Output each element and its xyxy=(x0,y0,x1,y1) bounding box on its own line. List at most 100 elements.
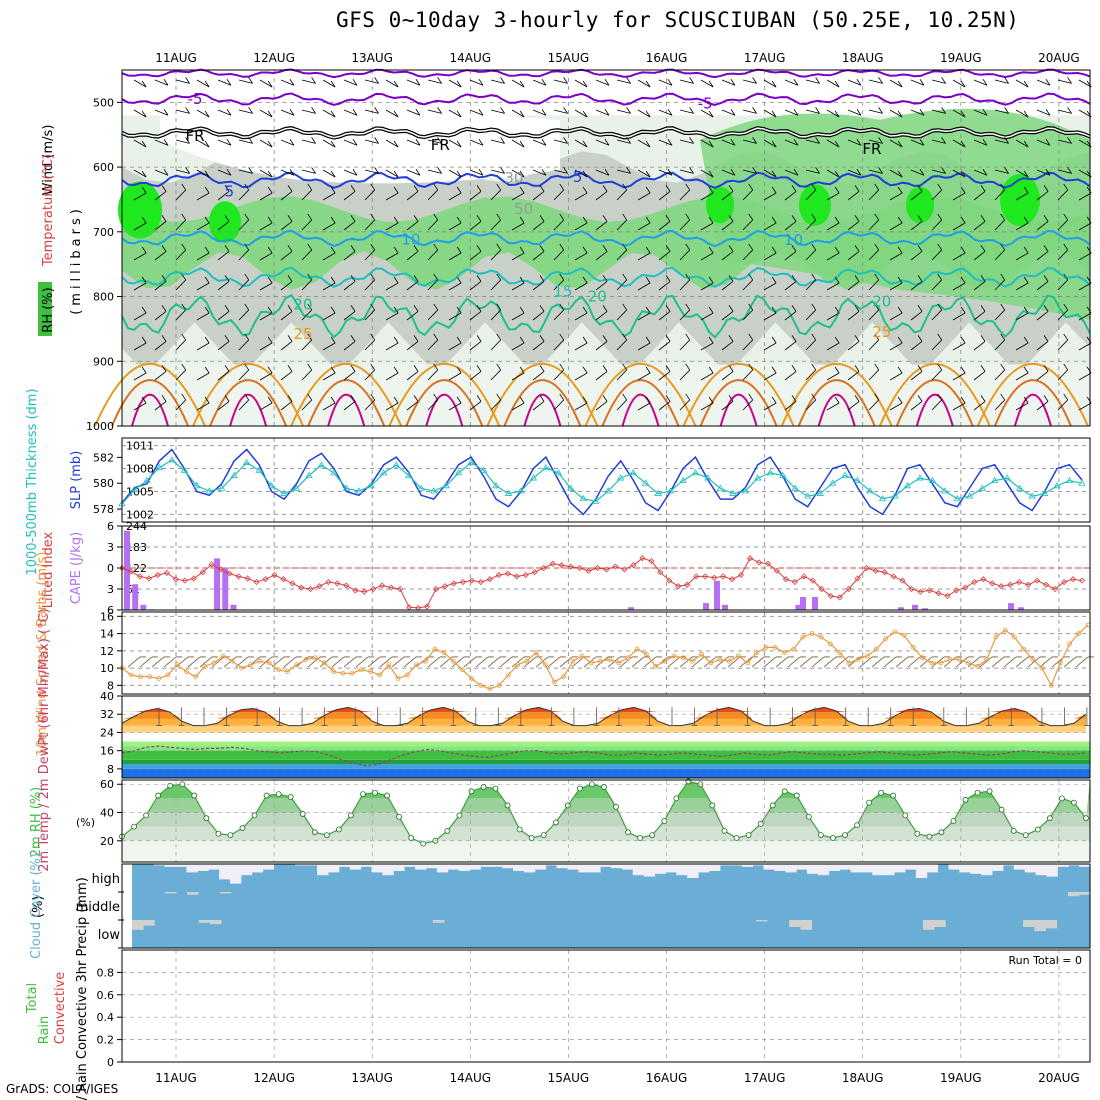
thickness-tick-label: 580 xyxy=(93,477,114,490)
wind-barb-flag xyxy=(224,245,230,252)
wind-barb-flag xyxy=(960,396,966,404)
rh-point xyxy=(323,832,330,839)
date-label-bottom: 19AUG xyxy=(940,1071,982,1085)
wind-barb-flag xyxy=(622,243,628,251)
wind-barb-flag xyxy=(539,365,545,372)
li-point xyxy=(343,582,350,589)
wind-barb xyxy=(406,169,421,176)
wind-barb xyxy=(826,79,840,88)
temp-tick-label: 8 xyxy=(107,763,114,776)
cloud-gap xyxy=(480,864,492,867)
wind-barb-flag xyxy=(244,333,250,341)
wind-barb xyxy=(1078,192,1092,201)
surface-wind-barb xyxy=(931,656,945,668)
wind-barb xyxy=(637,222,651,231)
wind-barb-flag xyxy=(791,275,797,282)
surface-wind-barb xyxy=(811,656,825,668)
wind-barb-flag xyxy=(728,245,734,252)
wind-barb xyxy=(385,192,399,201)
cloud-gap xyxy=(251,864,264,873)
wind-barb-flag xyxy=(496,363,502,371)
wind-barb xyxy=(637,342,651,351)
li-point xyxy=(621,566,628,573)
wind-barb-flag xyxy=(141,246,147,254)
thickness-point xyxy=(716,484,725,491)
wind-barb-flag xyxy=(413,335,419,342)
wind-barb-flag xyxy=(685,183,691,191)
thickness-point xyxy=(280,489,288,496)
wind-barb xyxy=(1057,189,1069,201)
wind-barb xyxy=(721,341,734,351)
wind-barb xyxy=(490,219,502,231)
cloud-gap xyxy=(1035,864,1047,876)
wind-barb xyxy=(175,139,190,144)
surface-wind-barb xyxy=(355,656,369,668)
wind-barb xyxy=(616,219,628,231)
wind-barb xyxy=(889,192,903,201)
wind-barb xyxy=(133,109,147,118)
wind-barb xyxy=(238,169,253,174)
wind-barb xyxy=(259,342,273,351)
rh-point xyxy=(564,802,571,809)
cloud-gap xyxy=(894,864,906,873)
wind-barb xyxy=(889,282,903,291)
rh-point xyxy=(540,832,547,839)
rh-point xyxy=(251,812,258,819)
wind-barb xyxy=(721,371,734,381)
cloud-axis-label: Cloud Cover (%) xyxy=(29,853,44,959)
wind-barb-flag xyxy=(645,186,651,194)
wind-speed-point xyxy=(690,658,695,664)
wind-barb-flag xyxy=(1023,276,1029,284)
wind-barb-flag xyxy=(689,77,694,84)
wind-barb xyxy=(595,109,610,116)
surface-wind-barb xyxy=(955,656,969,668)
wind-barb-flag xyxy=(181,333,187,341)
cloud-gap xyxy=(523,864,536,873)
wind-barb xyxy=(952,252,966,261)
wind-barb-flag xyxy=(811,273,817,281)
wind-barb xyxy=(637,372,651,381)
wind-barb-flag xyxy=(685,363,691,371)
wind-barb xyxy=(637,192,651,201)
wind-barb xyxy=(322,252,336,261)
cloud-gap xyxy=(425,864,438,869)
wind-barb xyxy=(784,281,797,291)
wind-speed-point xyxy=(570,658,576,664)
run-total-label: Run Total = 0 xyxy=(1009,954,1083,967)
wind-barb xyxy=(994,169,1009,174)
wind-barb-flag xyxy=(582,170,588,178)
wind-barb xyxy=(595,311,608,321)
contour-label: -5 xyxy=(698,95,713,113)
wind-barb-flag xyxy=(476,335,482,342)
wind-barb-flag xyxy=(370,363,376,371)
wind-barb xyxy=(301,399,313,411)
wind-barb-flag xyxy=(856,109,862,116)
wind-barb xyxy=(553,79,568,84)
li-point xyxy=(388,584,395,591)
thickness-tick-label: 578 xyxy=(93,503,114,516)
li-point xyxy=(684,581,691,588)
wind-barb-flag xyxy=(941,167,946,174)
wind-barb xyxy=(805,339,817,351)
pressure-tick-label: 600 xyxy=(93,161,114,174)
wind-barb xyxy=(196,342,210,351)
wind-barb xyxy=(133,312,147,321)
surface-wind-barb xyxy=(715,656,729,668)
cloud-gap xyxy=(360,864,372,867)
wind-barb-flag xyxy=(689,137,694,144)
surface-wind-barb xyxy=(943,656,957,668)
surface-temp-contour xyxy=(682,363,795,427)
wind-barb-flag xyxy=(834,170,840,178)
wind-barb-flag xyxy=(289,79,295,86)
wind-speed-point xyxy=(625,655,631,661)
thickness-point xyxy=(704,474,712,481)
rh-point xyxy=(516,826,523,833)
wind-barb-flag xyxy=(960,170,966,178)
wind-speed-point xyxy=(137,674,143,680)
wind-barb xyxy=(994,189,1006,201)
contour-label: 5 xyxy=(225,183,235,201)
wind-barb xyxy=(868,189,880,201)
wind-barb xyxy=(721,109,736,116)
wind-barb-flag xyxy=(645,140,651,148)
wind-barb xyxy=(406,311,419,321)
